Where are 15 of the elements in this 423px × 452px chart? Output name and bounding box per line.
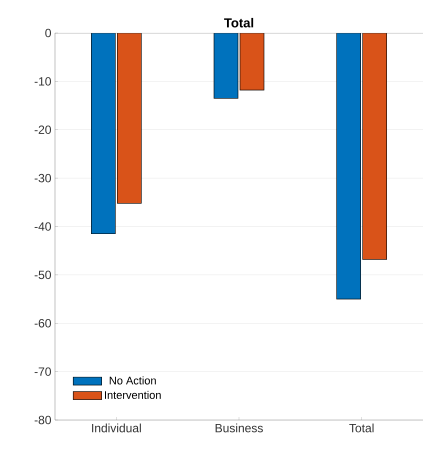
- y-tick-label: -70: [34, 367, 51, 376]
- chart-title: Total: [224, 18, 254, 28]
- y-tick-label: -60: [34, 319, 51, 328]
- y-tick-label: -10: [34, 77, 51, 86]
- y-tick-label: -30: [34, 174, 51, 182]
- y-tick-label: -80: [34, 416, 51, 424]
- x-tick-label: Total: [349, 424, 374, 432]
- y-tick-label: -50: [34, 270, 51, 280]
- y-tick-label: -40: [34, 222, 51, 231]
- y-tick-label: -20: [34, 126, 51, 134]
- y-tick-label: 0: [45, 28, 52, 38]
- legend-label: Intervention: [104, 390, 161, 399]
- x-tick-label: Business: [216, 424, 263, 432]
- legend-label: No Action: [110, 376, 156, 384]
- x-tick-label: Individual: [92, 424, 141, 432]
